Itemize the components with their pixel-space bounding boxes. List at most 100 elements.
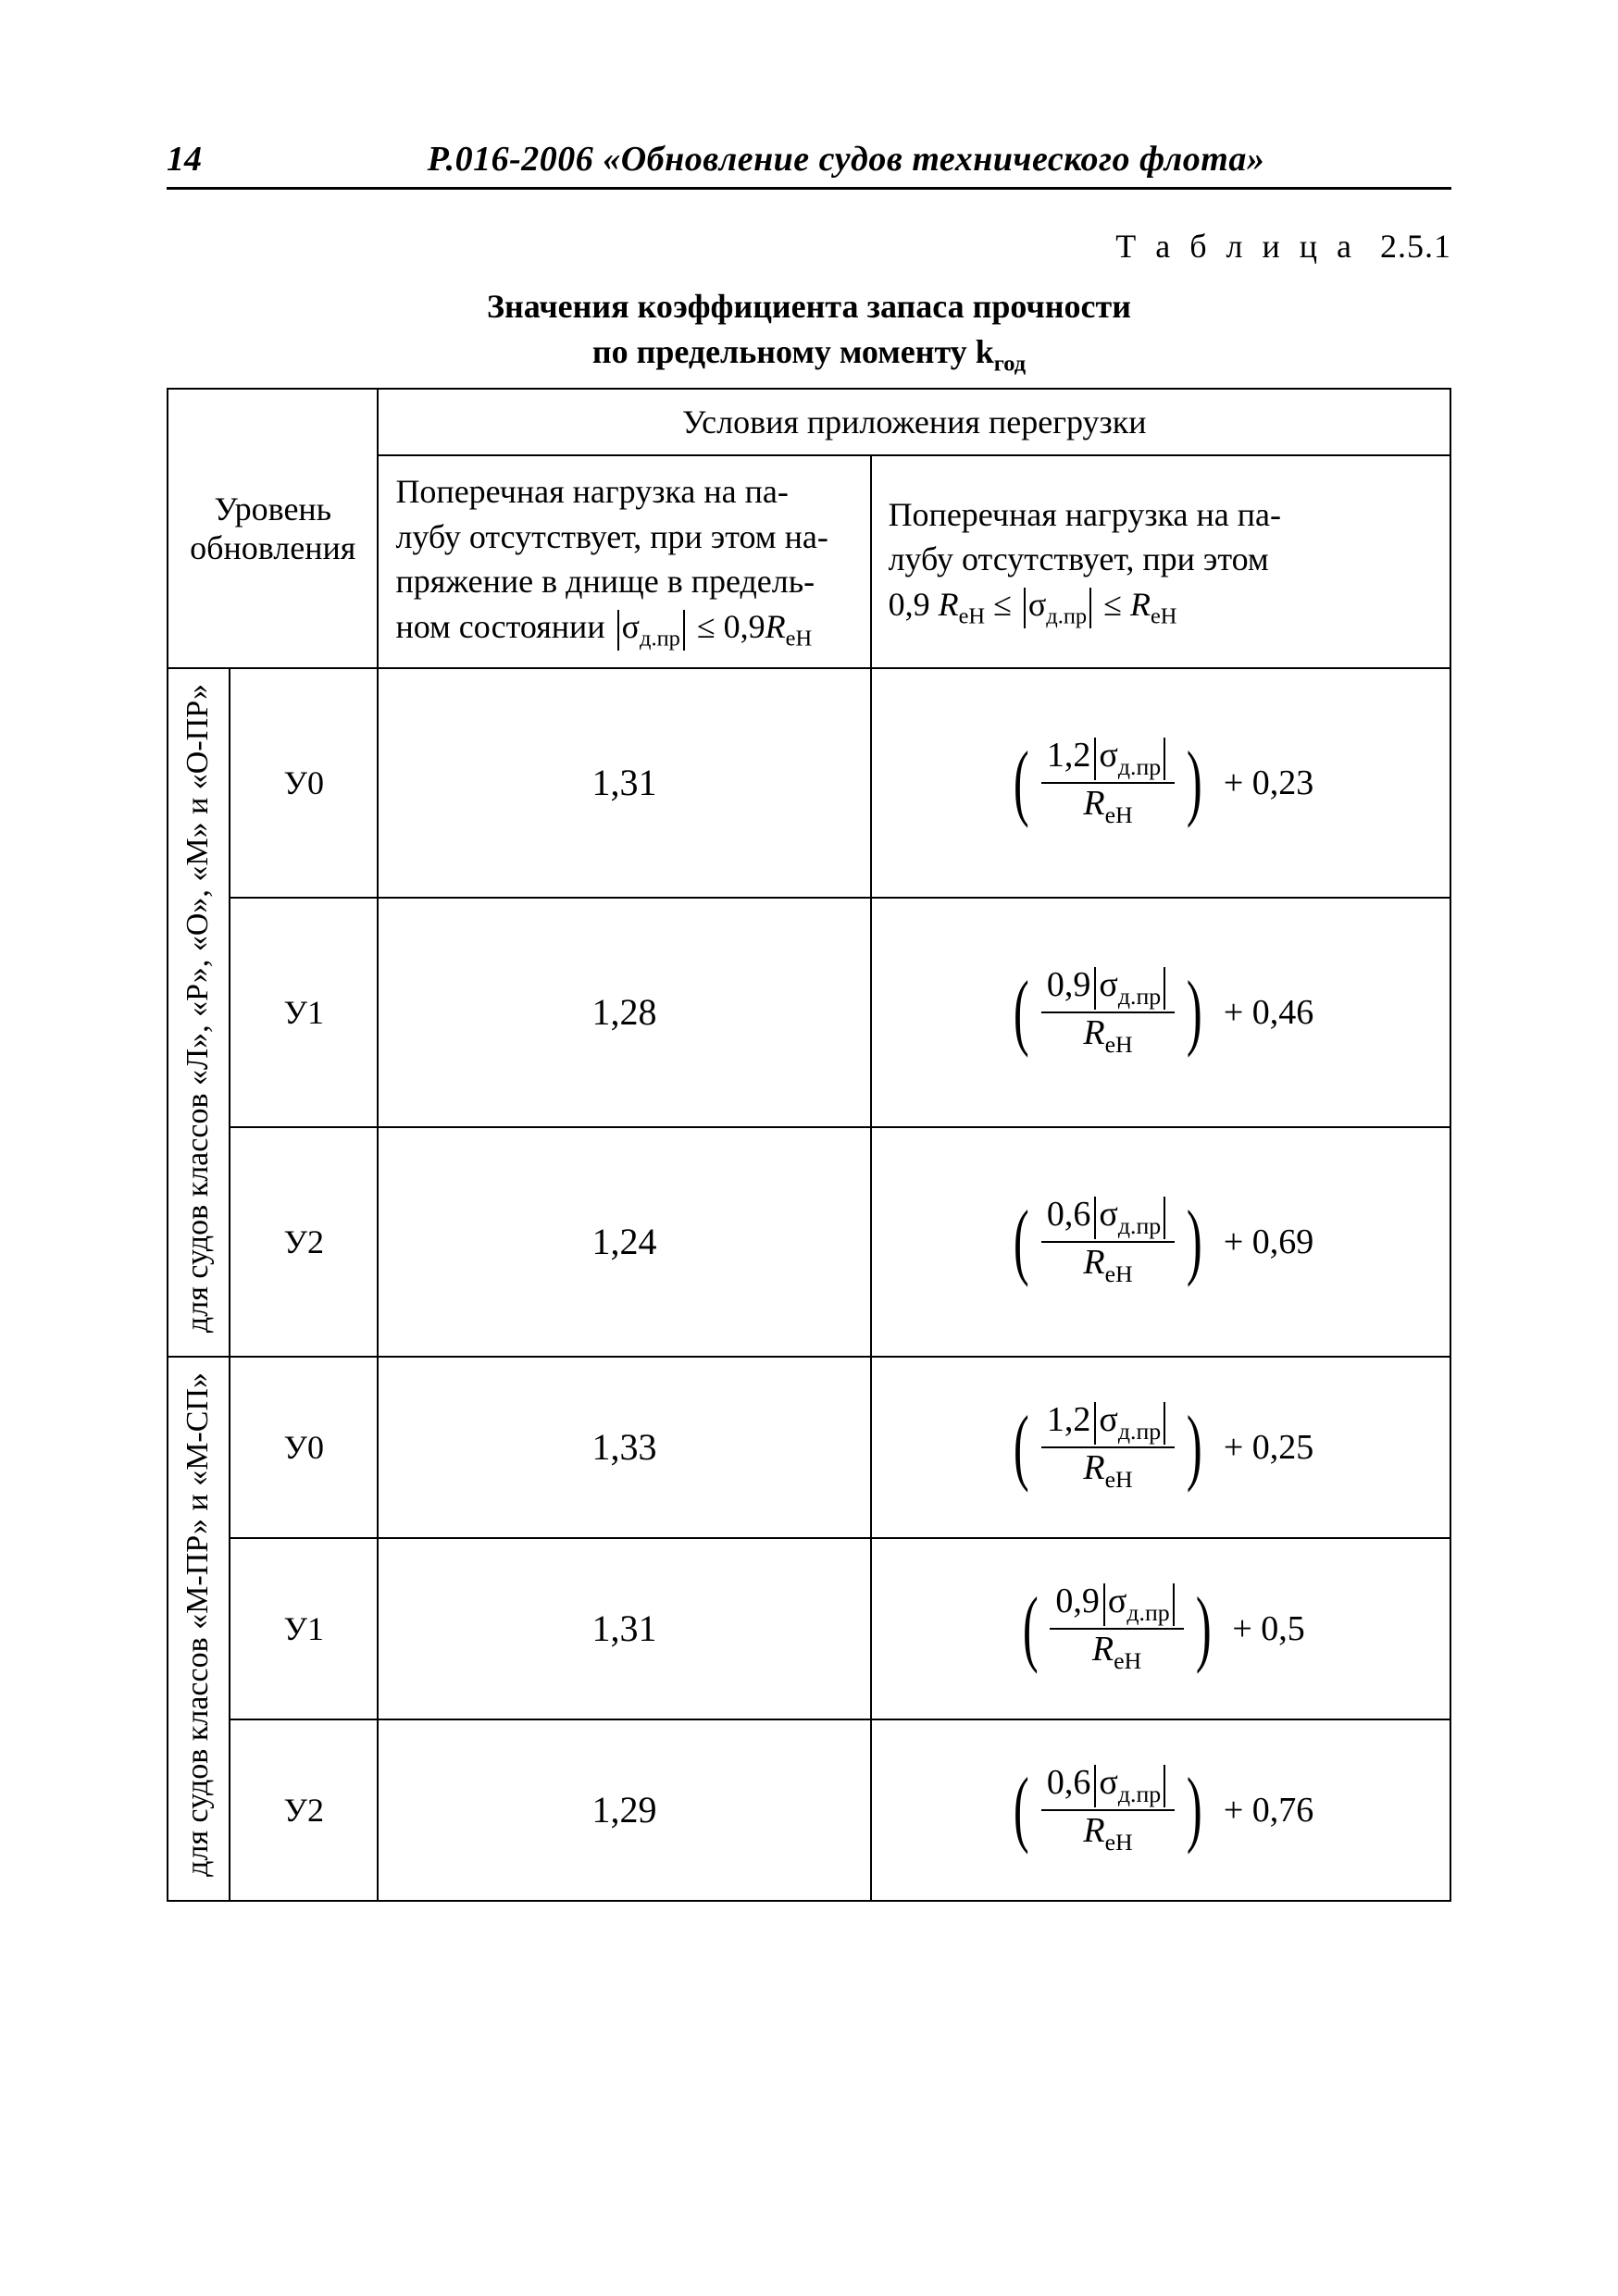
table-row: У2 1,24 ( 0,6σд.пр ReH ) + 0,69 bbox=[168, 1127, 1450, 1357]
frac-r-sub: eH bbox=[1105, 1031, 1133, 1058]
fraction: 1,2σд.пр ReH bbox=[1041, 1402, 1175, 1491]
caption-line-2-prefix: по предельному моменту bbox=[592, 333, 976, 370]
frac-coef: 1,2 bbox=[1047, 736, 1091, 775]
add-const: 0,25 bbox=[1252, 1428, 1314, 1467]
header-level: Уровень обновления bbox=[168, 389, 378, 667]
rparen-icon: ) bbox=[1187, 1204, 1202, 1276]
page: 14 Р.016-2006 «Обновление судов техничес… bbox=[0, 0, 1618, 2296]
group-label-1: для судов классов «Л», «Р», «О», «М» и «… bbox=[168, 668, 230, 1357]
fraction: 0,6σд.пр ReH bbox=[1041, 1197, 1175, 1285]
frac-r-sub: eH bbox=[1105, 801, 1133, 828]
level-cell: У1 bbox=[230, 1538, 378, 1719]
level-cell: У2 bbox=[230, 1719, 378, 1901]
table-caption: Значения коэффициента запаса прочности п… bbox=[167, 284, 1451, 379]
lparen-icon: ( bbox=[1014, 1771, 1029, 1843]
table-number-label: Т а б л и ц а 2.5.1 bbox=[167, 227, 1451, 266]
coefficient-table: Уровень обновления Условия приложения пе… bbox=[167, 388, 1451, 1901]
value-cell: 1,31 bbox=[378, 1538, 870, 1719]
formula-cell: ( 1,2σд.пр ReH ) + 0,25 bbox=[871, 1357, 1450, 1538]
formula-cell: ( 1,2σд.пр ReH ) + 0,23 bbox=[871, 668, 1450, 898]
rparen-icon: ) bbox=[1187, 974, 1202, 1047]
rparen-icon: ) bbox=[1187, 1771, 1202, 1843]
frac-r-sub: eH bbox=[1105, 1260, 1133, 1287]
level-cell: У1 bbox=[230, 898, 378, 1127]
frac-coef: 1,2 bbox=[1047, 1400, 1091, 1439]
level-cell: У0 bbox=[230, 668, 378, 898]
level-cell: У0 bbox=[230, 1357, 378, 1538]
rparen-icon: ) bbox=[1196, 1591, 1212, 1663]
r-sub-1: eH bbox=[786, 627, 813, 652]
frac-sigma-sub: д.пр bbox=[1126, 1599, 1169, 1626]
group-label-1-text: для судов классов «Л», «Р», «О», «М» и «… bbox=[173, 669, 224, 1347]
formula-cell: ( 0,9σд.пр ReH ) + 0,46 bbox=[871, 898, 1450, 1127]
add-const: 0,23 bbox=[1252, 763, 1314, 802]
value-cell: 1,31 bbox=[378, 668, 870, 898]
frac-sigma-sub: д.пр bbox=[1118, 753, 1161, 780]
frac-coef: 0,9 bbox=[1047, 965, 1091, 1004]
level-cell: У2 bbox=[230, 1127, 378, 1357]
frac-sigma-sub: д.пр bbox=[1118, 1213, 1161, 1240]
frac-r-sub: eH bbox=[1105, 1466, 1133, 1493]
table-row: У1 1,31 ( 0,9σд.пр ReH ) + 0,5 bbox=[168, 1538, 1450, 1719]
frac-r-sub: eH bbox=[1105, 1829, 1133, 1855]
value-cell: 1,29 bbox=[378, 1719, 870, 1901]
formula-cell: ( 0,9σд.пр ReH ) + 0,5 bbox=[871, 1538, 1450, 1719]
add-const: 0,69 bbox=[1252, 1222, 1314, 1261]
header-conditions: Условия приложения перегрузки bbox=[378, 389, 1450, 455]
add-const: 0,5 bbox=[1261, 1609, 1305, 1648]
frac-sigma-sub: д.пр bbox=[1118, 1419, 1161, 1446]
header-c1-l3: пряжение в днище в предель- bbox=[395, 563, 815, 600]
caption-symbol: k bbox=[976, 333, 994, 370]
header-c1-l2: лубу отсутствует, при этом на- bbox=[395, 518, 828, 555]
table-row: для судов классов «М-ПР» и «М-СП» У0 1,3… bbox=[168, 1357, 1450, 1538]
formula-cell: ( 0,6σд.пр ReH ) + 0,69 bbox=[871, 1127, 1450, 1357]
formula-cell: ( 0,6σд.пр ReH ) + 0,76 bbox=[871, 1719, 1450, 1901]
table-label-word: Т а б л и ц а bbox=[1115, 228, 1357, 265]
header-condition-2: Поперечная нагрузка на па- лубу отсутств… bbox=[871, 455, 1450, 667]
frac-coef: 0,9 bbox=[1055, 1582, 1100, 1620]
lparen-icon: ( bbox=[1023, 1591, 1039, 1663]
abs-sigma-1: σд.пр bbox=[617, 610, 685, 651]
table-row: У1 1,28 ( 0,9σд.пр ReH ) + 0,46 bbox=[168, 898, 1450, 1127]
header-c2-l2: лубу отсутствует, при этом bbox=[889, 540, 1269, 577]
rparen-icon: ) bbox=[1187, 1409, 1202, 1482]
lparen-icon: ( bbox=[1014, 1409, 1029, 1482]
value-cell: 1,24 bbox=[378, 1127, 870, 1357]
header-c2-l1: Поперечная нагрузка на па- bbox=[889, 496, 1281, 533]
document-title: Р.016-2006 «Обновление судов техническог… bbox=[241, 139, 1451, 180]
add-const: 0,76 bbox=[1252, 1791, 1314, 1830]
frac-coef: 0,6 bbox=[1047, 1763, 1091, 1802]
r-sub-2a: eH bbox=[959, 603, 986, 628]
running-head: 14 Р.016-2006 «Обновление судов техничес… bbox=[167, 139, 1451, 190]
fraction: 0,9σд.пр ReH bbox=[1050, 1583, 1183, 1672]
page-number: 14 bbox=[167, 139, 241, 180]
lparen-icon: ( bbox=[1014, 1204, 1029, 1276]
frac-sigma-sub: д.пр bbox=[1118, 1781, 1161, 1807]
frac-sigma-sub: д.пр bbox=[1118, 983, 1161, 1010]
add-const: 0,46 bbox=[1252, 993, 1314, 1032]
group-label-2: для судов классов «М-ПР» и «М-СП» bbox=[168, 1357, 230, 1901]
header-c1-l1: Поперечная нагрузка на па- bbox=[395, 473, 788, 510]
table-row: для судов классов «Л», «Р», «О», «М» и «… bbox=[168, 668, 1450, 898]
sigma-sub-1: д.пр bbox=[640, 627, 680, 652]
coef-col2-lo: 0,9 bbox=[889, 586, 939, 623]
rparen-icon: ) bbox=[1187, 745, 1202, 817]
sigma-sub-2: д.пр bbox=[1046, 603, 1087, 628]
header-condition-1: Поперечная нагрузка на па- лубу отсутств… bbox=[378, 455, 870, 667]
r-sub-2b: eH bbox=[1151, 603, 1177, 628]
group-label-2-text: для судов классов «М-ПР» и «М-СП» bbox=[173, 1358, 224, 1892]
abs-sigma-2: σд.пр bbox=[1024, 588, 1091, 628]
fraction: 0,9σд.пр ReH bbox=[1041, 967, 1175, 1056]
frac-coef: 0,6 bbox=[1047, 1195, 1091, 1234]
table-row: У2 1,29 ( 0,6σд.пр ReH ) + 0,76 bbox=[168, 1719, 1450, 1901]
caption-line-1: Значения коэффициента запаса прочности bbox=[487, 288, 1131, 325]
fraction: 0,6σд.пр ReH bbox=[1041, 1765, 1175, 1854]
value-cell: 1,28 bbox=[378, 898, 870, 1127]
fraction: 1,2σд.пр ReH bbox=[1041, 738, 1175, 826]
lparen-icon: ( bbox=[1014, 974, 1029, 1047]
coef-col1: 0,9 bbox=[724, 608, 765, 645]
caption-symbol-sub: год bbox=[994, 351, 1026, 376]
table-header-row-1: Уровень обновления Условия приложения пе… bbox=[168, 389, 1450, 455]
table-label-number: 2.5.1 bbox=[1380, 228, 1451, 265]
value-cell: 1,33 bbox=[378, 1357, 870, 1538]
